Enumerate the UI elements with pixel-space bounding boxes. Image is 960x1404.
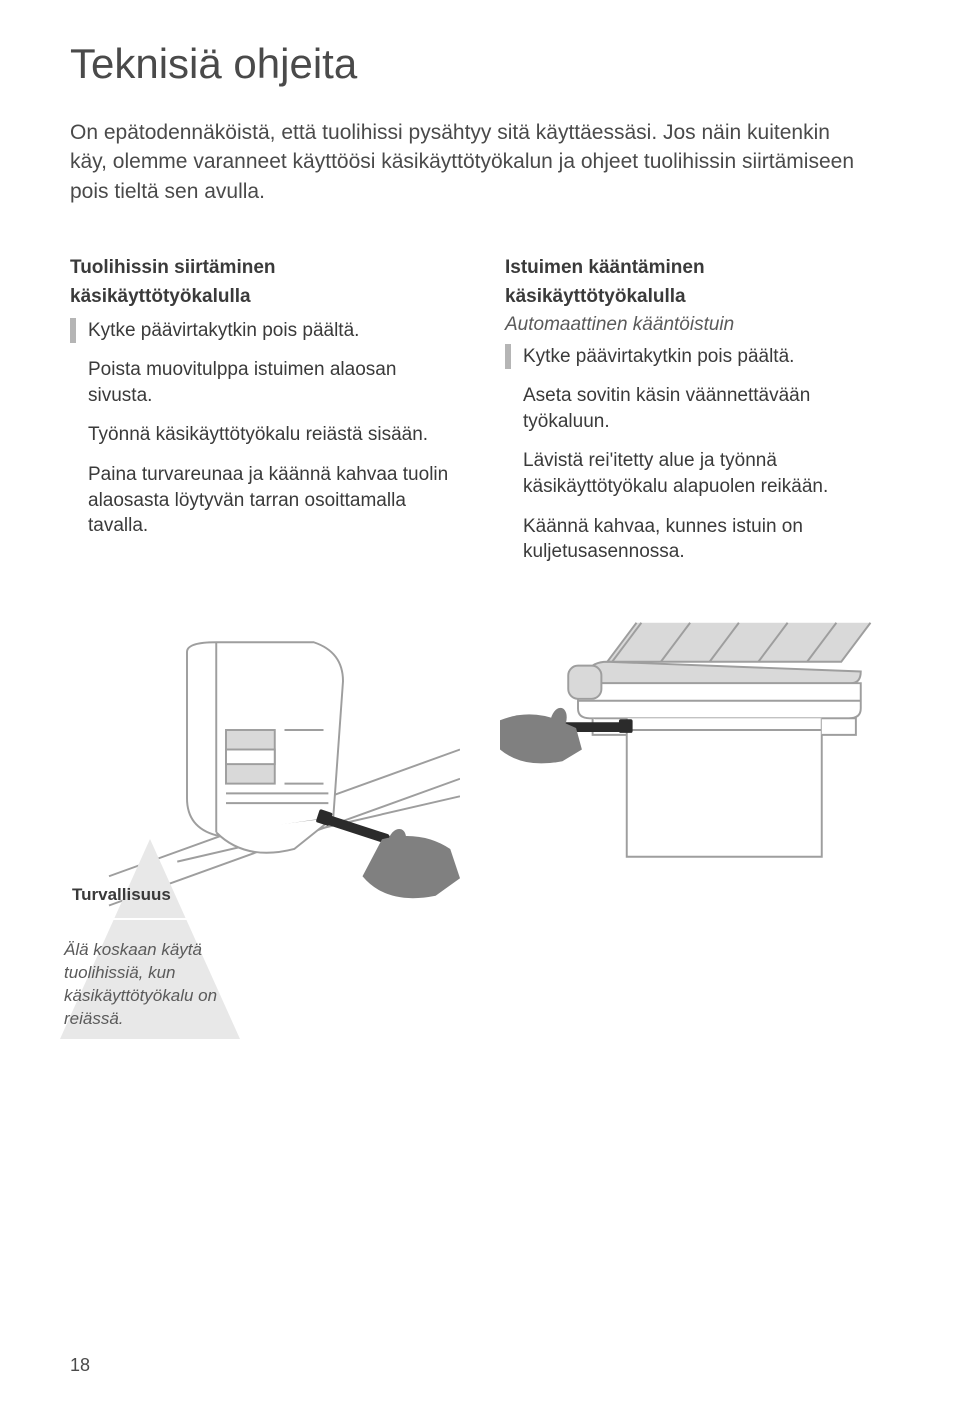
right-column: Istuimen kääntäminen käsikäyttötyökalull… <box>505 256 890 579</box>
safety-body: Älä koskaan käytä tuolihissiä, kun käsik… <box>64 939 234 1031</box>
left-heading-line1: Tuolihissin siirtäminen <box>70 256 455 281</box>
left-step2: Poista muovitulppa istuimen alaosan sivu… <box>70 357 455 408</box>
two-column-layout: Tuolihissin siirtäminen käsikäyttötyökal… <box>70 256 890 579</box>
left-heading-line2: käsikäyttötyökalulla <box>70 285 455 310</box>
left-step4: Paina turvareunaa ja käännä kahvaa tuoli… <box>70 462 455 539</box>
right-step4: Käännä kahvaa, kunnes istuin on kuljetus… <box>505 514 890 565</box>
left-step1: Kytke päävirtakytkin pois päältä. <box>70 318 455 344</box>
illustration-seat-rotate <box>500 619 890 919</box>
left-illustration-wrap: Turvallisuus Älä koskaan käytä tuolihiss… <box>70 619 460 924</box>
left-column: Tuolihissin siirtäminen käsikäyttötyökal… <box>70 256 455 579</box>
illustrations-row: Turvallisuus Älä koskaan käytä tuolihiss… <box>70 619 890 924</box>
left-step3: Työnnä käsikäyttötyökalu reiästä sisään. <box>70 422 455 448</box>
right-step1: Kytke päävirtakytkin pois päältä. <box>505 344 890 370</box>
safety-title: Turvallisuus <box>72 885 171 905</box>
right-heading-line1: Istuimen kääntäminen <box>505 256 890 281</box>
safety-callout: Turvallisuus Älä koskaan käytä tuolihiss… <box>60 839 240 1039</box>
right-heading-line2: käsikäyttötyökalulla <box>505 285 890 310</box>
right-step3: Lävistä rei'itetty alue ja työnnä käsikä… <box>505 448 890 499</box>
right-illustration-wrap <box>500 619 890 924</box>
intro-paragraph: On epätodennäköistä, että tuolihissi pys… <box>70 118 870 206</box>
page-number: 18 <box>70 1355 90 1376</box>
right-step2: Aseta sovitin käsin väännettävään työkal… <box>505 383 890 434</box>
right-subheading: Automaattinen kääntöistuin <box>505 314 890 336</box>
page-title: Teknisiä ohjeita <box>70 40 890 88</box>
